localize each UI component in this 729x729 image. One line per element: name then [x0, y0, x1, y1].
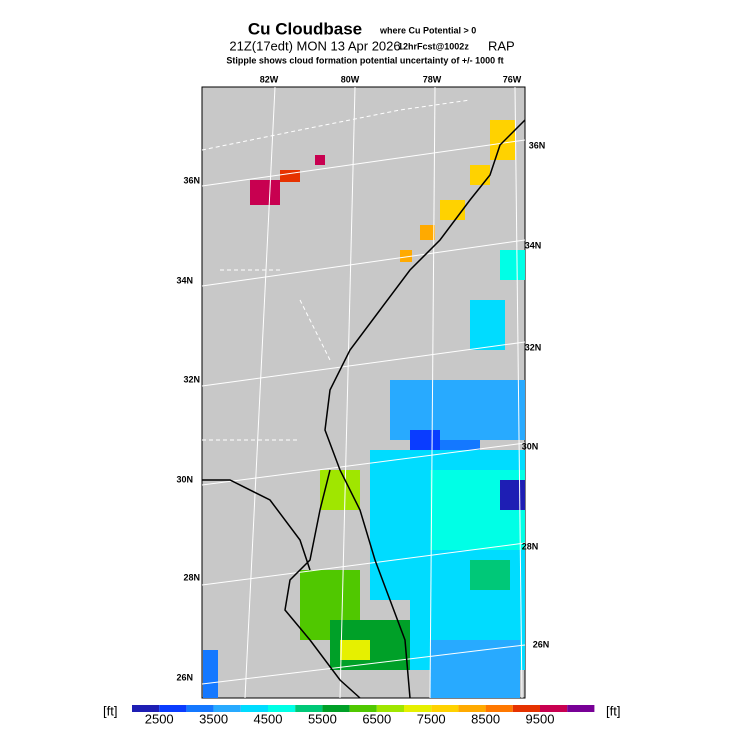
- cell: [320, 470, 360, 510]
- colorbar-unit: [ft]: [103, 703, 117, 718]
- lat-label: 30N: [176, 474, 193, 484]
- lat-label: 30N: [522, 441, 539, 451]
- colorbar-swatch: [213, 705, 241, 712]
- colorbar-swatch: [567, 705, 595, 712]
- colorbar-swatch: [132, 705, 160, 712]
- cell: [420, 225, 435, 240]
- cell: [410, 430, 440, 450]
- lon-label: 80W: [341, 74, 360, 84]
- colorbar-label: 9500: [526, 711, 555, 726]
- colorbar-label: 6500: [362, 711, 391, 726]
- cell: [203, 650, 218, 698]
- cell: [470, 560, 510, 590]
- lat-label: 26N: [176, 672, 193, 682]
- lon-label: 82W: [260, 74, 279, 84]
- cell: [400, 250, 412, 262]
- subtitle: Stipple shows cloud formation potential …: [226, 55, 503, 65]
- lat-label: 32N: [183, 374, 200, 384]
- cloudbase-cells: [203, 120, 525, 698]
- title: Cu Cloudbase: [248, 19, 362, 38]
- lat-label: 34N: [525, 240, 542, 250]
- coastline: [202, 119, 526, 699]
- borders: [201, 99, 471, 441]
- cell: [250, 180, 280, 205]
- valid-time: 21Z(17edt) MON 13 Apr 2026: [229, 38, 400, 53]
- lat-label: 36N: [529, 140, 546, 150]
- cell: [470, 165, 490, 185]
- colorbar-swatch: [376, 705, 404, 712]
- map: [201, 86, 526, 699]
- colorbar-swatch: [485, 705, 513, 712]
- lat-label: 28N: [522, 541, 539, 551]
- colorbar-swatch: [295, 705, 323, 712]
- cell: [500, 480, 525, 510]
- cell: [490, 120, 515, 160]
- colorbar-label: 3500: [199, 711, 228, 726]
- cell: [280, 170, 300, 182]
- lat-label: 36N: [183, 175, 200, 185]
- colorbar-label: 4500: [254, 711, 283, 726]
- colorbar: 2500 3500 4500 5500 6500 7500 8500 9500: [132, 705, 595, 726]
- colorbar-swatch: [240, 705, 268, 712]
- title-note: where Cu Potential > 0: [379, 25, 476, 35]
- colorbar-swatch: [322, 705, 350, 712]
- colorbar-label: 7500: [417, 711, 446, 726]
- colorbar-swatch: [512, 705, 540, 712]
- colorbar-swatch: [186, 705, 214, 712]
- lat-label: 28N: [183, 572, 200, 582]
- colorbar-swatch: [404, 705, 432, 712]
- colorbar-swatch: [159, 705, 187, 712]
- lat-label: 34N: [176, 275, 193, 285]
- lon-label: 78W: [423, 74, 442, 84]
- graticule: [201, 86, 526, 699]
- colorbar-label: 8500: [471, 711, 500, 726]
- cell: [440, 200, 465, 220]
- colorbar-swatch: [540, 705, 568, 712]
- lon-label: 76W: [503, 74, 522, 84]
- colorbar-unit: [ft]: [606, 703, 620, 718]
- model: RAP: [488, 38, 515, 53]
- cell: [430, 640, 520, 698]
- cell: [470, 300, 505, 350]
- colorbar-swatch: [349, 705, 377, 712]
- colorbar-swatch: [268, 705, 296, 712]
- lat-label: 32N: [525, 342, 542, 352]
- colorbar-label: 2500: [145, 711, 174, 726]
- colorbar-swatch: [431, 705, 459, 712]
- lat-label: 26N: [533, 639, 550, 649]
- cell: [315, 155, 325, 165]
- colorbar-label: 5500: [308, 711, 337, 726]
- forecast: 12hrFcst@1002z: [398, 41, 469, 51]
- cell: [340, 640, 370, 660]
- colorbar-swatch: [458, 705, 486, 712]
- cell: [500, 250, 525, 280]
